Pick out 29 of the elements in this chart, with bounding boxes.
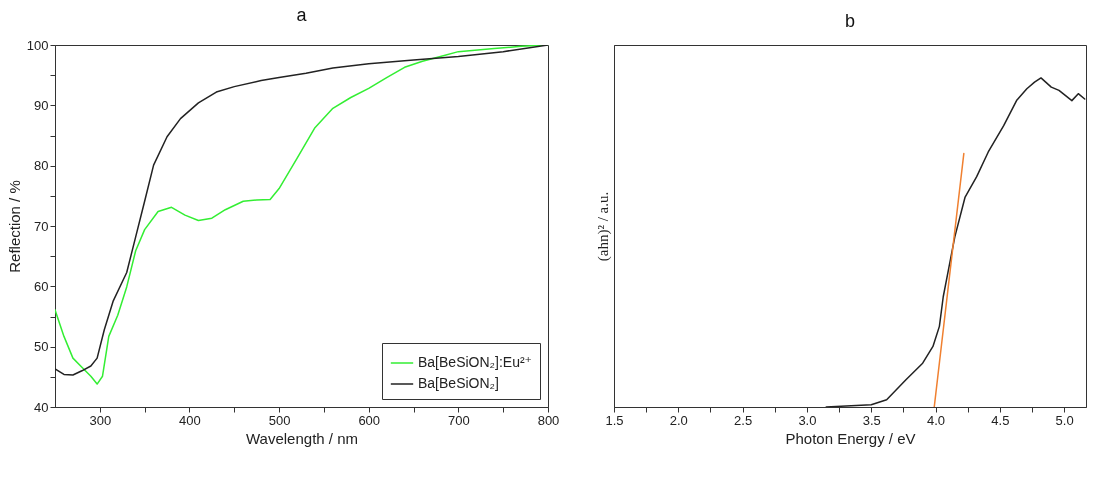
y-tick-label: 100 — [26, 37, 49, 53]
x-tick-label: 4.0 — [926, 412, 946, 428]
x-tick-label: 600 — [358, 412, 381, 428]
x-tick-label: 2.0 — [669, 412, 688, 428]
x-tick-label: 2.5 — [734, 412, 753, 428]
y-axis-title: (ahn)² / a.u. — [594, 191, 612, 262]
x-axis-title: Wavelength / nm — [246, 429, 358, 447]
x-tick-label: 700 — [448, 412, 470, 428]
x-tick-label: 1.5 — [605, 412, 624, 428]
x-tick-label: 4.5 — [991, 412, 1010, 428]
chart-title: a — [296, 5, 308, 25]
y-tick-label: 80 — [34, 158, 49, 174]
x-tick-label: 500 — [268, 412, 291, 428]
y-tick-label: 90 — [34, 97, 49, 113]
chart-title: b — [844, 11, 856, 31]
legend-label: Ba[BeSiON₂] — [418, 375, 499, 391]
y-tick-label: 60 — [34, 278, 49, 294]
legend-label: Ba[BeSiON₂]:Eu²⁺ — [418, 354, 532, 370]
x-tick-label: 3.0 — [798, 412, 817, 428]
y-axis-title: Reflection / % — [5, 180, 23, 273]
y-tick-label: 40 — [34, 399, 49, 415]
x-tick-label: 300 — [89, 412, 112, 428]
x-axis-title: Photon Energy / eV — [785, 429, 916, 447]
x-tick-label: 3.5 — [862, 412, 881, 428]
y-tick-label: 70 — [34, 218, 49, 234]
y-tick-label: 50 — [34, 339, 49, 355]
x-tick-label: 400 — [179, 412, 201, 428]
x-tick-label: 800 — [537, 412, 560, 428]
x-tick-label: 5.0 — [1055, 412, 1074, 428]
